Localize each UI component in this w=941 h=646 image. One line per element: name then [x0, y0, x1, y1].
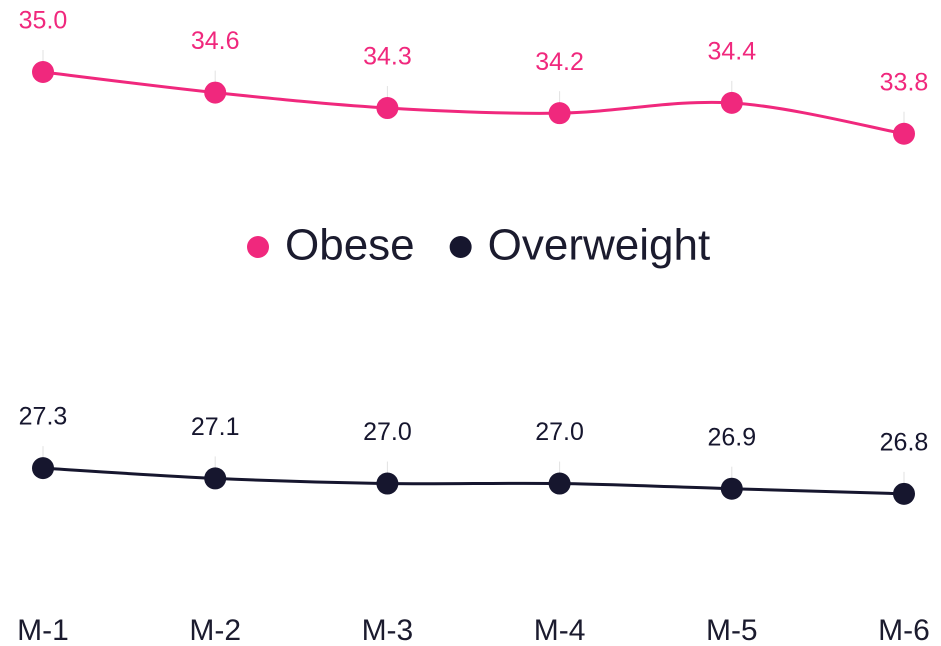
data-label: 33.8 — [880, 68, 929, 96]
data-label: 26.8 — [880, 428, 929, 456]
data-point — [720, 477, 743, 500]
x-tick-label: M-5 — [706, 614, 758, 646]
series-line — [42, 70, 905, 136]
data-point — [376, 472, 399, 495]
data-point — [376, 97, 399, 120]
data-label: 27.3 — [19, 403, 68, 431]
data-point — [548, 102, 571, 125]
data-point — [893, 122, 915, 145]
x-tick-label: M-2 — [189, 614, 241, 646]
data-label: 34.6 — [191, 27, 240, 55]
x-tick-label: M-6 — [878, 614, 930, 646]
data-label: 34.2 — [535, 48, 584, 76]
series-line — [42, 466, 905, 496]
data-point — [32, 61, 54, 84]
data-point — [548, 472, 571, 495]
legend-marker — [247, 236, 269, 258]
data-label: 34.4 — [707, 37, 756, 65]
data-label: 27.0 — [363, 418, 412, 446]
data-label: 34.3 — [363, 43, 412, 71]
x-tick-label: M-1 — [17, 614, 69, 646]
legend: Obese Overweight — [247, 221, 710, 270]
data-label: 27.1 — [191, 413, 240, 441]
legend-label: Overweight — [488, 221, 711, 270]
x-tick-label: M-4 — [534, 614, 586, 646]
legend-label: Obese — [285, 221, 415, 270]
data-point — [204, 81, 227, 104]
data-point — [893, 482, 915, 505]
data-label: 35.0 — [19, 7, 68, 35]
data-point — [720, 91, 743, 114]
x-tick-label: M-3 — [362, 614, 414, 646]
data-label: 26.9 — [707, 423, 756, 451]
data-point — [32, 457, 54, 480]
legend-marker — [449, 236, 472, 258]
data-point — [204, 467, 227, 490]
data-label: 27.0 — [535, 418, 584, 446]
